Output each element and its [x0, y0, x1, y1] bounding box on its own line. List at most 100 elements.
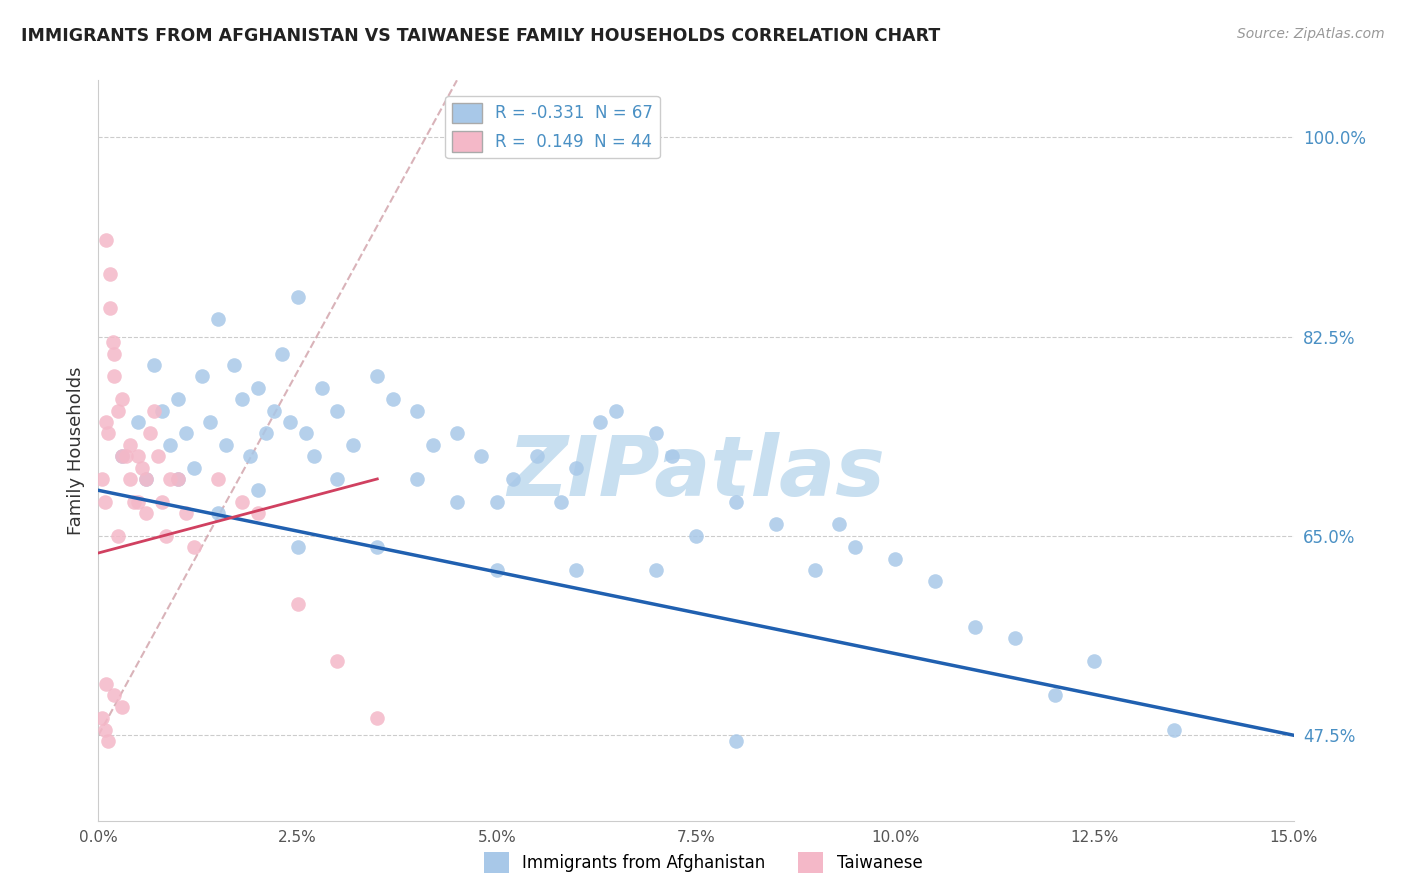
Point — [94, 723, 117, 737]
Point — [565, 460, 588, 475]
Point — [111, 699, 134, 714]
Point — [565, 563, 588, 577]
Point — [127, 449, 149, 463]
Point — [111, 449, 134, 463]
Y-axis label: Family Households: Family Households — [66, 367, 84, 534]
Point — [485, 494, 508, 508]
Point — [98, 267, 122, 281]
Point — [294, 426, 316, 441]
Point — [246, 381, 269, 395]
Point — [645, 563, 668, 577]
Point — [111, 449, 134, 463]
Legend: Immigrants from Afghanistan, Taiwanese: Immigrants from Afghanistan, Taiwanese — [477, 846, 929, 880]
Point — [103, 369, 125, 384]
Point — [143, 403, 166, 417]
Point — [1004, 632, 1026, 646]
Point — [191, 369, 214, 384]
Point — [605, 403, 627, 417]
Point — [150, 494, 173, 508]
Point — [231, 392, 253, 407]
Point — [135, 506, 157, 520]
Point — [589, 415, 612, 429]
Point — [287, 541, 309, 555]
Point — [366, 541, 388, 555]
Point — [844, 541, 866, 555]
Point — [884, 551, 907, 566]
Point — [107, 529, 129, 543]
Point — [278, 415, 301, 429]
Point — [131, 460, 153, 475]
Point — [98, 301, 122, 315]
Point — [115, 449, 138, 463]
Point — [326, 654, 349, 668]
Point — [963, 620, 986, 634]
Point — [167, 472, 190, 486]
Point — [326, 472, 349, 486]
Point — [685, 529, 707, 543]
Point — [167, 392, 190, 407]
Point — [661, 449, 683, 463]
Point — [422, 438, 444, 452]
Point — [159, 472, 181, 486]
Point — [97, 426, 120, 441]
Point — [382, 392, 405, 407]
Legend: R = -0.331  N = 67, R =  0.149  N = 44: R = -0.331 N = 67, R = 0.149 N = 44 — [446, 96, 659, 159]
Point — [924, 574, 946, 589]
Point — [91, 711, 114, 725]
Point — [231, 494, 253, 508]
Text: Source: ZipAtlas.com: Source: ZipAtlas.com — [1237, 27, 1385, 41]
Point — [287, 597, 309, 611]
Point — [96, 677, 118, 691]
Point — [120, 438, 142, 452]
Point — [207, 472, 229, 486]
Point — [127, 415, 149, 429]
Point — [804, 563, 827, 577]
Point — [828, 517, 851, 532]
Point — [302, 449, 325, 463]
Point — [246, 483, 269, 498]
Point — [724, 734, 747, 748]
Point — [246, 506, 269, 520]
Point — [150, 403, 173, 417]
Point — [120, 472, 142, 486]
Point — [101, 335, 124, 350]
Point — [91, 472, 114, 486]
Point — [94, 494, 117, 508]
Point — [127, 494, 149, 508]
Point — [148, 449, 170, 463]
Point — [311, 381, 333, 395]
Text: ZIPatlas: ZIPatlas — [508, 432, 884, 513]
Point — [174, 506, 197, 520]
Point — [406, 403, 429, 417]
Point — [111, 392, 134, 407]
Point — [155, 529, 177, 543]
Point — [287, 290, 309, 304]
Point — [239, 449, 262, 463]
Point — [254, 426, 277, 441]
Point — [765, 517, 787, 532]
Point — [207, 506, 229, 520]
Point — [139, 426, 162, 441]
Text: IMMIGRANTS FROM AFGHANISTAN VS TAIWANESE FAMILY HOUSEHOLDS CORRELATION CHART: IMMIGRANTS FROM AFGHANISTAN VS TAIWANESE… — [21, 27, 941, 45]
Point — [724, 494, 747, 508]
Point — [526, 449, 548, 463]
Point — [97, 734, 120, 748]
Point — [135, 472, 157, 486]
Point — [1163, 723, 1185, 737]
Point — [222, 358, 245, 372]
Point — [1083, 654, 1105, 668]
Point — [485, 563, 508, 577]
Point — [366, 711, 388, 725]
Point — [270, 346, 292, 360]
Point — [143, 358, 166, 372]
Point — [406, 472, 429, 486]
Point — [263, 403, 285, 417]
Point — [366, 369, 388, 384]
Point — [103, 689, 125, 703]
Point — [550, 494, 572, 508]
Point — [159, 438, 181, 452]
Point — [198, 415, 221, 429]
Point — [470, 449, 492, 463]
Point — [342, 438, 364, 452]
Point — [124, 494, 146, 508]
